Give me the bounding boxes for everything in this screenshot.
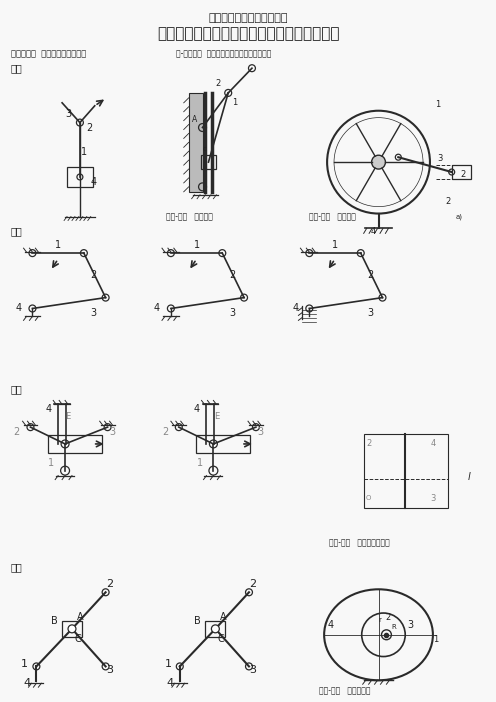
Text: E: E	[214, 412, 219, 420]
Text: 1: 1	[196, 458, 202, 468]
Bar	[48, 435, 102, 453]
Text: 1: 1	[332, 240, 338, 250]
Text: 2: 2	[91, 270, 97, 280]
Text: 题１-３图   缝纫机下针机构: 题１-３图 缝纫机下针机构	[329, 538, 390, 548]
Text: 1: 1	[55, 240, 61, 250]
Bar	[188, 93, 202, 192]
Text: B: B	[51, 616, 58, 626]
Text: 1: 1	[48, 458, 54, 468]
Text: 2: 2	[106, 579, 113, 590]
Text: 1: 1	[193, 240, 200, 250]
Text: 2: 2	[13, 427, 20, 437]
Text: 机械设计基础课后习题答案: 机械设计基础课后习题答案	[208, 13, 288, 22]
Bar	[364, 434, 448, 508]
Text: 3: 3	[65, 109, 71, 119]
Bar	[205, 621, 225, 637]
Circle shape	[211, 625, 219, 633]
Bar	[196, 435, 250, 453]
Text: 1: 1	[21, 659, 28, 670]
Text: 机械设计基础第１章平面机构自由度习题解答: 机械设计基础第１章平面机构自由度习题解答	[157, 26, 339, 41]
Text: R: R	[391, 624, 396, 630]
Text: 3: 3	[229, 308, 235, 319]
Text: A: A	[220, 612, 227, 622]
Circle shape	[68, 625, 76, 633]
Text: 2: 2	[216, 79, 221, 88]
Text: 3: 3	[106, 665, 113, 675]
Text: A: A	[76, 612, 83, 622]
Text: 2: 2	[249, 579, 256, 590]
Text: 题１-１图   剪断机构: 题１-１图 剪断机构	[166, 212, 213, 221]
Text: O: O	[366, 496, 372, 501]
Text: 3: 3	[407, 620, 413, 630]
Text: A: A	[192, 115, 197, 124]
Text: 2: 2	[460, 169, 465, 178]
Text: 4: 4	[154, 303, 160, 314]
Bar	[200, 155, 216, 169]
Text: 3: 3	[437, 154, 442, 163]
Text: １２: １２	[11, 226, 22, 237]
Text: １１: １１	[11, 63, 22, 73]
Text: 3: 3	[430, 494, 435, 503]
Text: 3: 3	[249, 665, 256, 675]
Text: a): a)	[456, 213, 463, 220]
Text: 3: 3	[368, 308, 373, 319]
Text: 4: 4	[293, 303, 299, 314]
Text: 2: 2	[368, 270, 374, 280]
Text: C: C	[218, 634, 225, 644]
Text: 2: 2	[366, 439, 372, 449]
Text: 4: 4	[91, 177, 97, 187]
Text: C: C	[74, 634, 81, 644]
Text: １３: １３	[11, 385, 22, 395]
Text: 2: 2	[386, 614, 391, 623]
Text: 4: 4	[45, 404, 51, 414]
Text: c: c	[202, 146, 206, 152]
Text: E: E	[65, 412, 70, 420]
Text: l: l	[468, 472, 471, 482]
Text: 题１-２图   颚碎破裂: 题１-２图 颚碎破裂	[310, 212, 356, 221]
Text: 4: 4	[431, 439, 435, 449]
Text: 1: 1	[433, 635, 438, 644]
Text: 1: 1	[435, 100, 440, 110]
Text: １４: １４	[11, 562, 22, 573]
Text: 1: 1	[164, 659, 172, 670]
Text: 1: 1	[81, 147, 87, 157]
Text: B: B	[194, 616, 201, 626]
Text: 3: 3	[110, 427, 116, 437]
Text: 2: 2	[229, 270, 235, 280]
Text: 2: 2	[87, 123, 93, 133]
Bar	[452, 165, 472, 179]
Text: 题１-４图   偏心轮机构: 题１-４图 偏心轮机构	[319, 687, 371, 696]
Text: 4: 4	[23, 678, 30, 688]
Text: 4: 4	[371, 227, 376, 236]
Text: r: r	[378, 617, 381, 623]
Bar	[62, 621, 82, 637]
Text: 4: 4	[15, 303, 22, 314]
Text: 4: 4	[328, 620, 334, 630]
Text: 2: 2	[445, 197, 450, 206]
Text: １-１至１４  绘制现有机构的机构运动简图。: １-１至１４ 绘制现有机构的机构运动简图。	[176, 49, 271, 58]
Text: 4: 4	[166, 678, 174, 688]
Text: 1: 1	[233, 98, 238, 107]
Circle shape	[372, 155, 385, 169]
Text: 4: 4	[193, 404, 200, 414]
Text: １１至１４  绘制机构运动简图：: １１至１４ 绘制机构运动简图：	[11, 49, 86, 58]
Text: 3: 3	[91, 308, 97, 319]
Text: 2: 2	[162, 427, 168, 437]
Bar	[67, 167, 93, 187]
Text: 3: 3	[258, 427, 264, 437]
